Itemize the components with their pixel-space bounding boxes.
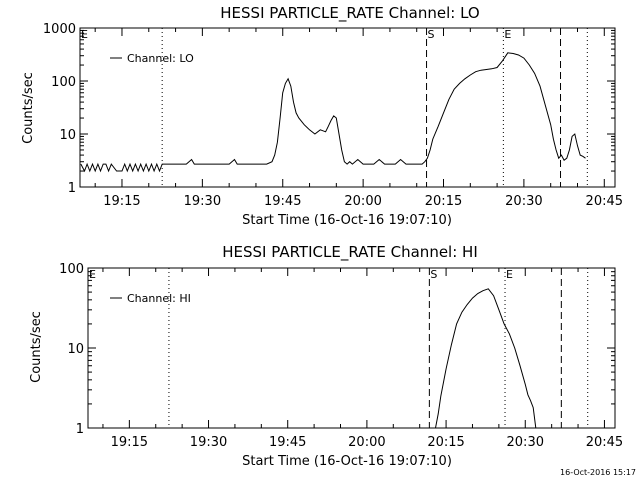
y-axis-label-hi: Counts/sec	[29, 311, 44, 383]
y-tick-label-lo: 1000	[43, 22, 76, 37]
series-line-lo	[80, 52, 586, 173]
series-line-hi	[435, 288, 537, 429]
y-tick-label-lo: 100	[51, 75, 76, 90]
y-axis-label-lo: Counts/sec	[21, 72, 36, 144]
legend-label-hi: Channel: HI	[127, 292, 191, 305]
x-axis-label-lo: Start Time (16-Oct-16 19:07:10)	[242, 213, 452, 228]
chart-panel-lo: HESSI PARTICLE_RATE Channel: LO Start Ti…	[21, 4, 623, 228]
x-axis-label-hi: Start Time (16-Oct-16 19:07:10)	[242, 454, 452, 469]
x-tick-label-hi: 20:45	[586, 435, 623, 450]
x-tick-label-hi: 19:45	[269, 435, 306, 450]
marker-label-hi: E	[89, 268, 96, 281]
marker-label-lo: E	[504, 28, 511, 41]
y-tick-label-hi: 1	[76, 422, 84, 437]
chart-title-lo: HESSI PARTICLE_RATE Channel: LO	[220, 4, 479, 23]
x-tick-label-hi: 20:00	[348, 435, 385, 450]
chart-panel-hi: HESSI PARTICLE_RATE Channel: HI Start Ti…	[29, 243, 623, 469]
x-tick-label-lo: 19:30	[184, 194, 221, 209]
x-tick-label-lo: 19:45	[264, 194, 301, 209]
x-tick-label-hi: 19:15	[111, 435, 148, 450]
x-tick-label-lo: 20:45	[586, 194, 623, 209]
x-tick-label-lo: 19:15	[103, 194, 140, 209]
footer-timestamp: 16-Oct-2016 15:17	[560, 468, 636, 477]
x-tick-label-hi: 19:30	[190, 435, 227, 450]
legend-label-lo: Channel: LO	[127, 52, 194, 65]
x-tick-label-hi: 20:30	[507, 435, 544, 450]
marker-label-lo: S	[428, 28, 435, 41]
marker-label-hi: S	[430, 268, 437, 281]
marker-label-lo: E	[81, 28, 88, 41]
x-tick-label-lo: 20:00	[344, 194, 381, 209]
plot-frame-lo	[79, 27, 616, 188]
x-tick-label-lo: 20:30	[505, 194, 542, 209]
chart-title-hi: HESSI PARTICLE_RATE Channel: HI	[222, 243, 478, 262]
x-tick-label-lo: 20:15	[425, 194, 462, 209]
marker-label-hi: E	[506, 268, 513, 281]
y-tick-label-hi: 10	[67, 342, 84, 357]
y-tick-label-hi: 100	[59, 262, 84, 277]
y-tick-label-lo: 10	[59, 128, 76, 143]
x-tick-label-hi: 20:15	[427, 435, 464, 450]
y-tick-label-lo: 1	[68, 181, 76, 196]
